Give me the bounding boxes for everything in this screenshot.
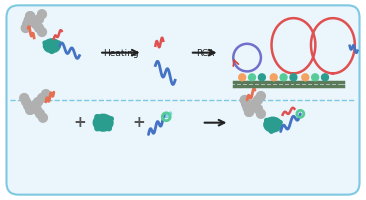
Ellipse shape (44, 39, 60, 53)
Circle shape (38, 28, 46, 36)
Circle shape (244, 107, 254, 116)
Ellipse shape (43, 41, 47, 45)
Circle shape (20, 94, 29, 102)
Circle shape (249, 74, 255, 81)
Circle shape (26, 105, 35, 114)
Ellipse shape (95, 115, 100, 119)
Circle shape (34, 98, 42, 106)
Circle shape (258, 74, 265, 81)
Circle shape (24, 101, 33, 110)
Circle shape (239, 74, 246, 81)
Ellipse shape (95, 127, 100, 131)
Ellipse shape (278, 121, 282, 124)
Circle shape (251, 100, 259, 108)
Circle shape (26, 105, 35, 114)
Circle shape (30, 101, 38, 110)
Circle shape (243, 103, 252, 112)
FancyBboxPatch shape (7, 5, 359, 195)
Circle shape (38, 94, 46, 102)
Circle shape (26, 12, 35, 21)
Circle shape (29, 16, 38, 25)
Ellipse shape (50, 50, 54, 53)
Ellipse shape (265, 118, 269, 122)
Ellipse shape (107, 127, 111, 131)
Text: Heating: Heating (103, 49, 139, 58)
Ellipse shape (269, 130, 273, 133)
Circle shape (247, 103, 257, 112)
Circle shape (251, 100, 259, 108)
Ellipse shape (108, 117, 113, 121)
Circle shape (38, 10, 46, 19)
Circle shape (270, 74, 277, 81)
Ellipse shape (57, 41, 61, 45)
Circle shape (35, 15, 44, 24)
Circle shape (290, 74, 297, 81)
Text: +: + (73, 115, 86, 130)
Circle shape (41, 90, 51, 99)
Ellipse shape (93, 114, 113, 131)
Circle shape (38, 113, 48, 122)
Circle shape (31, 20, 41, 29)
Circle shape (21, 24, 30, 32)
Circle shape (30, 101, 38, 110)
Circle shape (22, 98, 31, 106)
Circle shape (257, 109, 265, 118)
Circle shape (31, 20, 41, 29)
Circle shape (254, 104, 262, 113)
Circle shape (24, 16, 33, 25)
Circle shape (254, 96, 262, 104)
Ellipse shape (264, 117, 281, 132)
Circle shape (242, 100, 251, 108)
Circle shape (33, 105, 41, 114)
Circle shape (280, 74, 287, 81)
Circle shape (257, 92, 265, 100)
Circle shape (26, 12, 35, 21)
Circle shape (240, 96, 249, 104)
Text: +: + (132, 115, 145, 130)
Circle shape (244, 107, 254, 116)
Circle shape (312, 74, 318, 81)
Circle shape (302, 74, 309, 81)
Text: RCA: RCA (196, 49, 214, 58)
Circle shape (23, 20, 31, 29)
Circle shape (35, 24, 44, 32)
Circle shape (322, 74, 328, 81)
Circle shape (36, 109, 44, 118)
